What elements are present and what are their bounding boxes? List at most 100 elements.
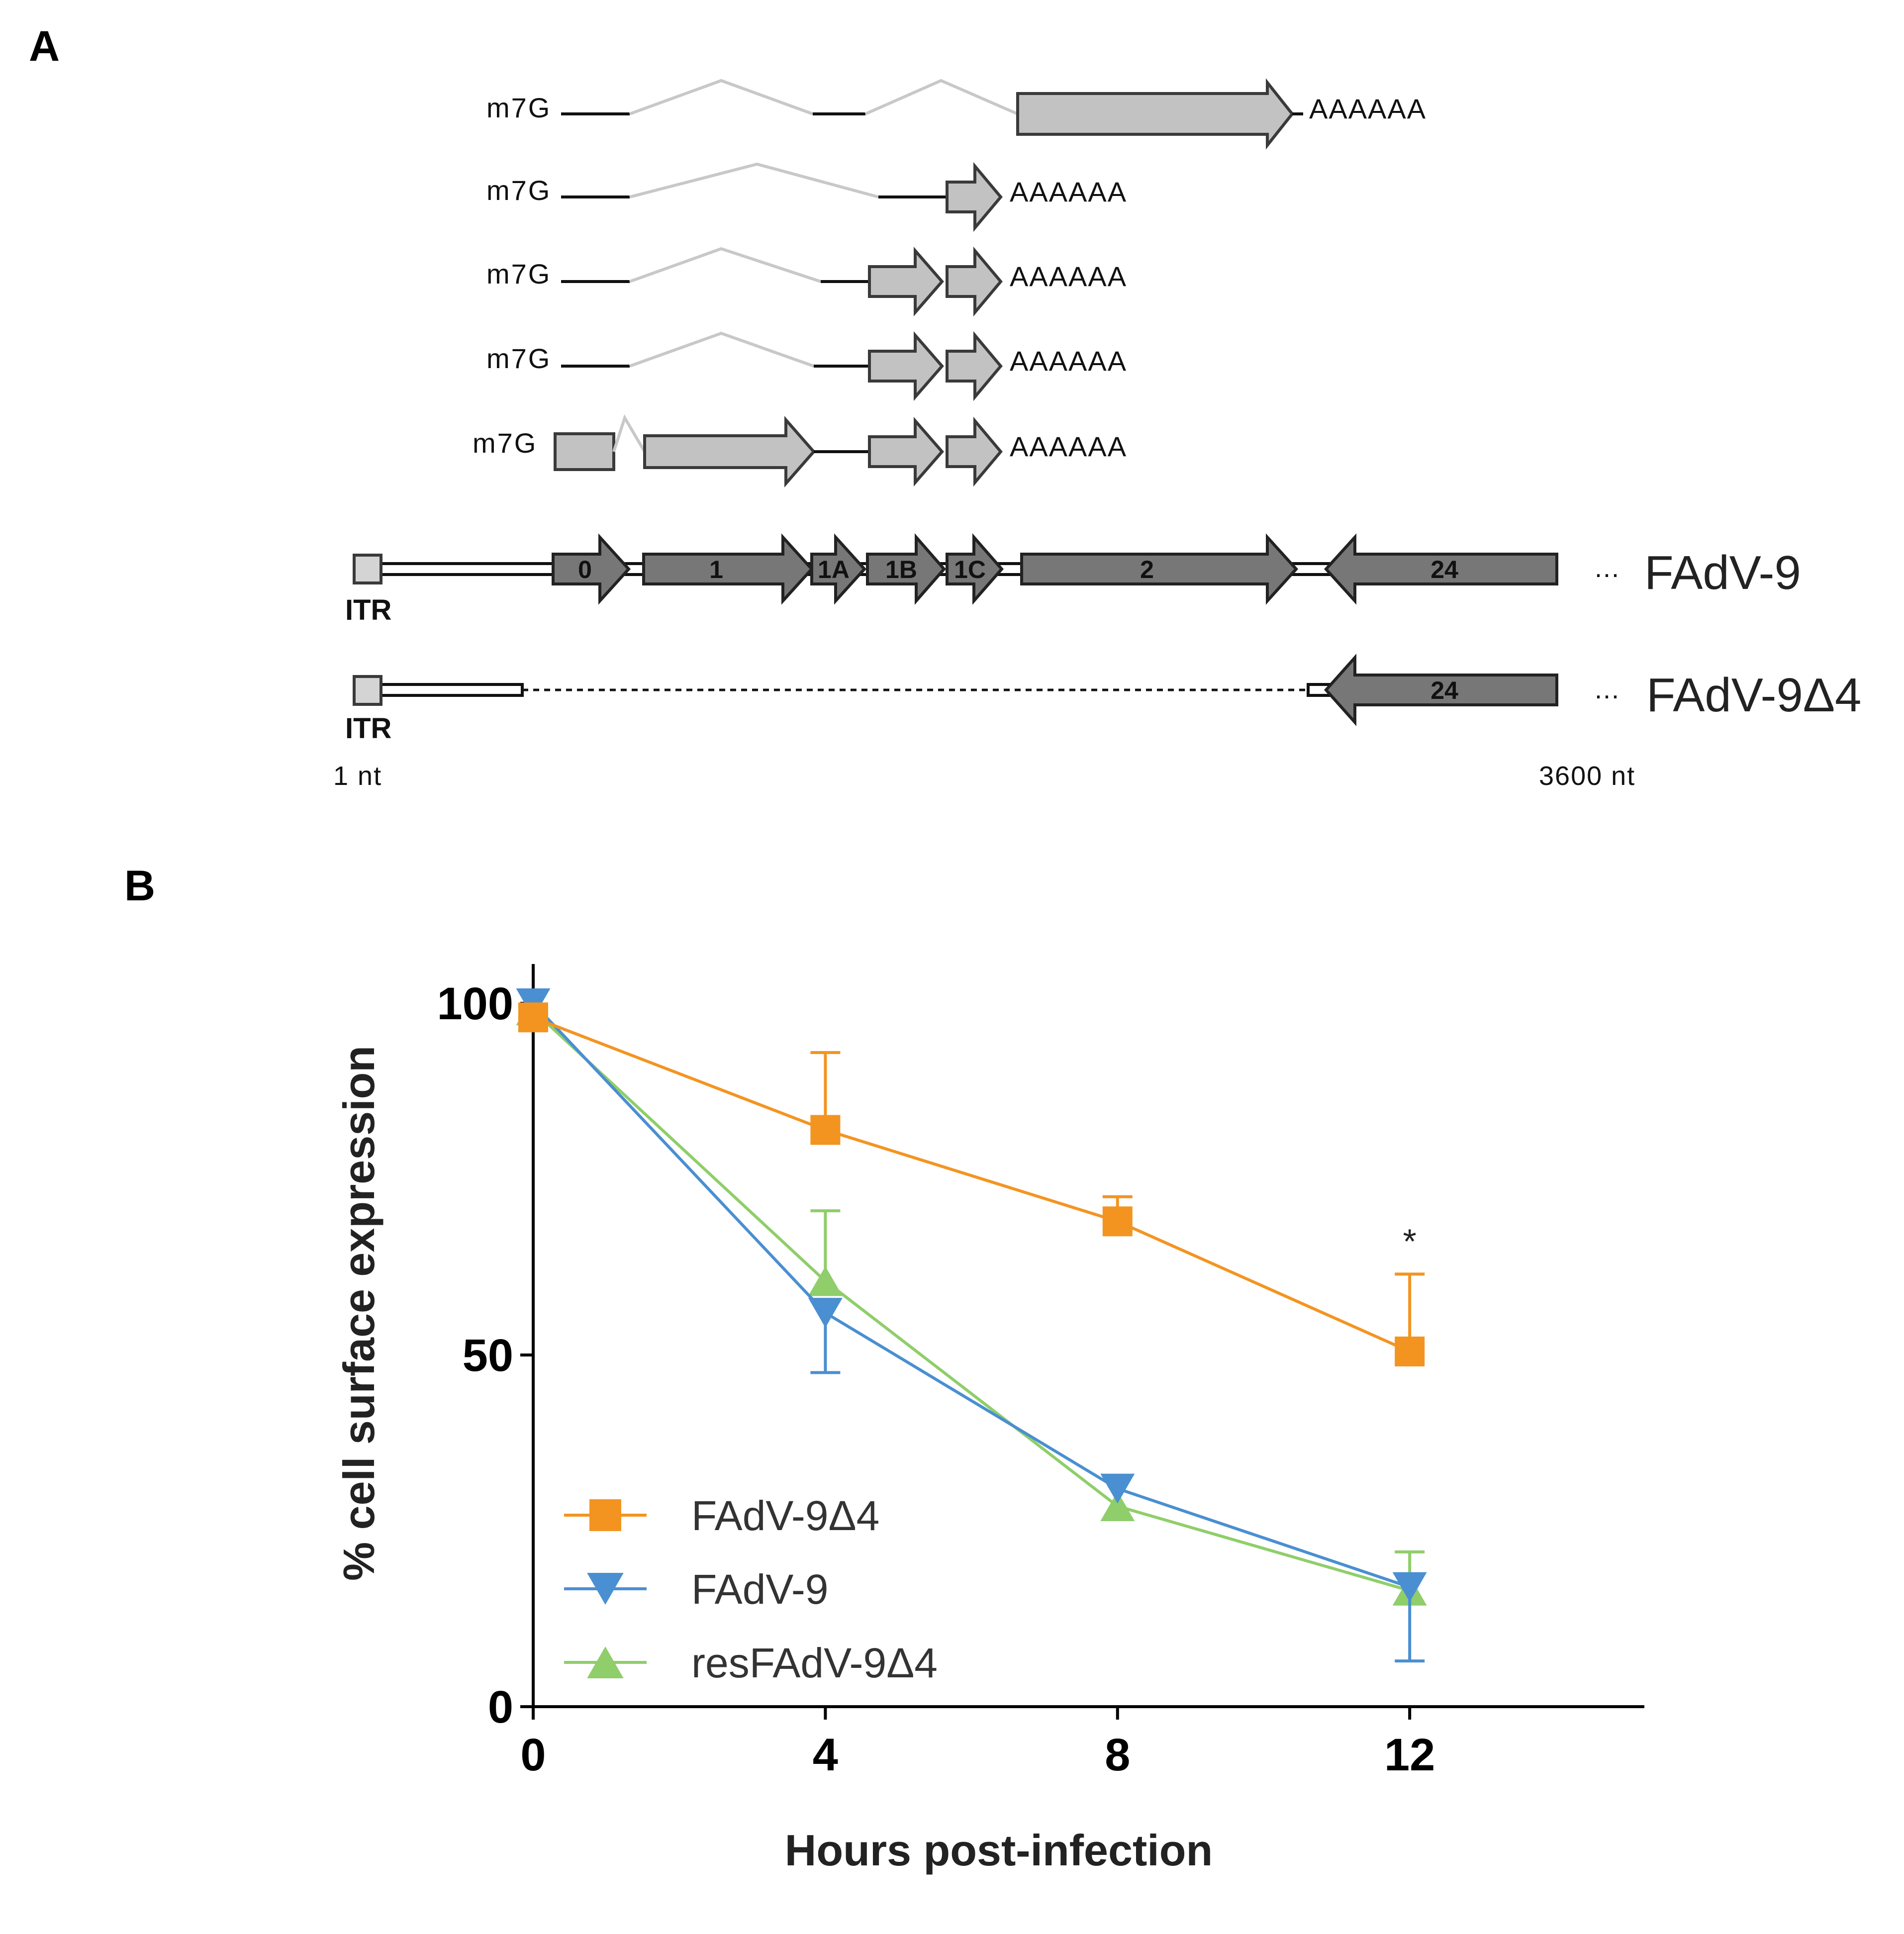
annotations: * — [1403, 1222, 1417, 1260]
transcript-2: m7G AAAAAA — [486, 162, 1127, 232]
transcript-1: m7G AAAAAA — [486, 78, 1427, 150]
orf-1b-arrow — [868, 416, 944, 487]
transcript-4: m7G AAAAAA — [486, 331, 1127, 401]
orf-24-arrow — [1324, 533, 1558, 605]
data-point — [1102, 1206, 1133, 1237]
orf-1a-label: 1A — [818, 556, 850, 583]
orf-1c-label: 1C — [954, 556, 986, 583]
polya-label: AAAAAA — [1010, 176, 1127, 207]
intron-line — [629, 331, 815, 368]
transcript-3: m7G AAAAAA — [486, 246, 1127, 317]
legend: FAdV-9Δ4 FAdV-9 resFAdV-9Δ4 — [564, 1492, 938, 1686]
itr-label: ITR — [345, 594, 391, 626]
transcript-5: m7G AAAAAA — [473, 414, 1127, 487]
legend-swatch-marker — [587, 1573, 624, 1605]
series-line — [532, 1016, 1411, 1353]
intron-line — [629, 79, 814, 115]
orf-2-arrow — [1020, 533, 1299, 605]
genome-name: FAdV-9Δ4 — [1646, 669, 1861, 722]
x-tick-label-4: 4 — [813, 1730, 838, 1780]
orf-1c-arrow — [946, 533, 1004, 605]
data-point — [1100, 1491, 1135, 1522]
x-tick-label-12: 12 — [1384, 1730, 1435, 1780]
orf-2-label: 2 — [1140, 556, 1154, 583]
x-ticks: 0 4 8 12 — [520, 1707, 1435, 1780]
itr-box — [353, 554, 382, 584]
orf-1a-arrow — [810, 533, 867, 605]
data-point — [810, 1115, 841, 1145]
orf-1-arrow — [642, 533, 814, 605]
orf-1c-arrow — [946, 416, 1003, 487]
intron-line — [864, 79, 1019, 115]
orf-0-arrow — [552, 533, 631, 605]
ellipsis: ... — [1595, 553, 1620, 583]
intron-line — [629, 162, 879, 198]
series-layer — [516, 988, 1427, 1663]
orf-1c-arrow — [946, 162, 1003, 232]
polya-label: AAAAAA — [1010, 431, 1127, 462]
orf-1b-arrow — [868, 331, 944, 401]
legend-item: FAdV-9Δ4 — [564, 1492, 879, 1539]
panel-b-label: B — [124, 862, 155, 910]
series-line — [532, 1002, 1411, 1589]
orf-1b-arrow — [868, 246, 944, 317]
y-tick-label-0: 0 — [488, 1682, 513, 1733]
x-tick-label-8: 8 — [1105, 1730, 1130, 1780]
x-axis-title: Hours post-infection — [785, 1826, 1213, 1875]
orf-24-label: 24 — [1430, 677, 1458, 704]
data-point — [1392, 1572, 1427, 1602]
orf-24-label: 24 — [1430, 556, 1458, 583]
coord-start-label: 1 nt — [333, 761, 382, 791]
cap-label: m7G — [486, 175, 551, 206]
genome-name: FAdV-9 — [1644, 546, 1801, 599]
legend-item: resFAdV-9Δ4 — [564, 1640, 938, 1686]
series-fadv-9-4 — [518, 1002, 1425, 1366]
orf-2-arrow — [1016, 78, 1294, 150]
data-point — [1395, 1336, 1425, 1366]
legend-label: FAdV-9Δ4 — [691, 1492, 879, 1539]
cap-label: m7G — [486, 258, 551, 290]
coord-end-label: 3600 nt — [1539, 761, 1635, 791]
orf-1c-arrow — [946, 246, 1003, 317]
orf-1c-arrow — [946, 331, 1003, 401]
orf-1-label: 1 — [709, 556, 723, 583]
ellipsis: ... — [1595, 675, 1620, 704]
intron-line — [629, 247, 821, 283]
axes — [532, 964, 1644, 1708]
cap-label: m7G — [486, 92, 551, 123]
itr-box — [353, 675, 382, 706]
y-tick-label-100: 100 — [437, 978, 514, 1029]
intron-line — [612, 414, 646, 453]
genome-fadv9: 0 1 1A 1B 1C 2 24 ... FAdV-9 ITR — [345, 533, 1801, 626]
series-resfadv-9-4 — [516, 995, 1427, 1606]
polya-label: AAAAAA — [1010, 261, 1127, 292]
data-point — [1100, 1473, 1135, 1504]
orf-1b-arrow — [866, 533, 946, 605]
orf-0-label: 0 — [578, 556, 592, 583]
genome-backbone — [357, 683, 524, 697]
mrna-transcripts: m7G AAAAAA m7G AAAAAA m7G AAAAAA — [473, 78, 1427, 487]
cap-label: m7G — [473, 427, 537, 459]
line-chart: 0 50 100 0 4 8 12 Hours post-infection % cell… — [334, 964, 1644, 1875]
legend-swatch-marker — [587, 1646, 624, 1678]
legend-item: FAdV-9 — [564, 1566, 829, 1613]
data-point — [808, 1298, 843, 1328]
orf-0-box — [554, 432, 615, 471]
legend-label: FAdV-9 — [691, 1566, 829, 1613]
legend-label: resFAdV-9Δ4 — [691, 1640, 938, 1686]
significance-marker: * — [1403, 1222, 1417, 1260]
polya-label: AAAAAA — [1309, 93, 1427, 124]
orf-24-arrow — [1324, 654, 1558, 726]
panel-a-label: A — [29, 22, 60, 70]
series-fadv-9 — [516, 988, 1427, 1663]
orf-1b-label: 1B — [885, 556, 917, 583]
y-tick-label-50: 50 — [463, 1330, 513, 1381]
y-axis-title: % cell surface expression — [334, 1046, 383, 1581]
polya-label: AAAAAA — [1010, 345, 1127, 377]
cap-label: m7G — [486, 343, 551, 374]
orf-1-arrow — [643, 416, 816, 487]
data-point — [518, 1002, 548, 1033]
genome-fadv9-delta4: 24 ... FAdV-9Δ4 ITR — [345, 654, 1861, 745]
itr-label: ITR — [345, 712, 391, 745]
